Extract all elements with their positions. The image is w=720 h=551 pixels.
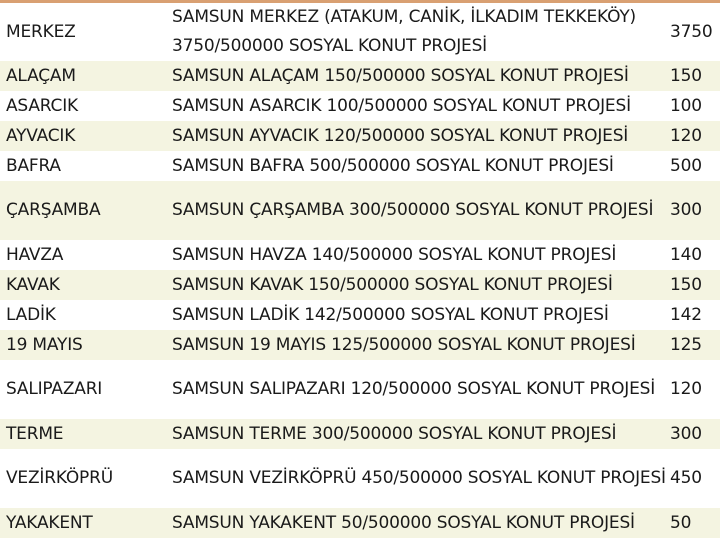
district-cell: LADİK — [6, 304, 56, 325]
table-row: TERME SAMSUN TERME 300/500000 SOSYAL KONU… — [0, 419, 720, 449]
count-cell: 3750 — [670, 21, 713, 42]
district-cell: YAKAKENT — [6, 512, 93, 533]
count-cell: 100 — [670, 95, 702, 116]
district-cell: AYVACIK — [6, 125, 76, 146]
district-cell: ALAÇAM — [6, 65, 76, 86]
project-cell: SAMSUN 19 MAYIS 125/500000 SOSYAL KONUT … — [172, 334, 636, 355]
table-body: MERKEZ SAMSUN MERKEZ (ATAKUM, CANİK, İLKA… — [0, 3, 720, 538]
project-cell: SAMSUN LADİK 142/500000 SOSYAL KONUT PRO… — [172, 304, 609, 325]
project-cell: SAMSUN YAKAKENT 50/500000 SOSYAL KONUT P… — [172, 512, 635, 533]
count-cell: 300 — [670, 423, 702, 444]
project-cell: SAMSUN KAVAK 150/500000 SOSYAL KONUT PRO… — [172, 274, 613, 295]
table-row: BAFRA SAMSUN BAFRA 500/500000 SOSYAL KONU… — [0, 151, 720, 181]
table-row: SALIPAZARI SAMSUN SALIPAZARI 120/500000 S… — [0, 360, 720, 419]
district-cell: MERKEZ — [6, 21, 76, 42]
district-cell: KAVAK — [6, 274, 60, 295]
count-cell: 300 — [670, 200, 702, 220]
district-cell: BAFRA — [6, 155, 61, 176]
housing-projects-table: MERKEZ SAMSUN MERKEZ (ATAKUM, CANİK, İLKA… — [0, 3, 720, 538]
district-cell: ASARCIK — [6, 95, 78, 116]
project-cell: SAMSUN TERME 300/500000 SOSYAL KONUT PRO… — [172, 423, 617, 444]
count-cell: 150 — [670, 65, 702, 86]
district-cell: VEZİRKÖPRÜ — [6, 468, 113, 488]
table-row: LADİK SAMSUN LADİK 142/500000 SOSYAL KONU… — [0, 300, 720, 330]
project-cell: SAMSUN ALAÇAM 150/500000 SOSYAL KONUT PR… — [172, 65, 629, 86]
count-cell: 450 — [670, 468, 702, 488]
project-cell: SAMSUN AYVACIK 120/500000 SOSYAL KONUT P… — [172, 125, 629, 146]
count-cell: 120 — [670, 379, 702, 399]
district-cell: 19 MAYIS — [6, 334, 83, 355]
project-cell: SAMSUN VEZİRKÖPRÜ 450/500000 SOSYAL KONU… — [172, 468, 666, 488]
project-cell: SAMSUN SALIPAZARI 120/500000 SOSYAL KONU… — [172, 379, 656, 399]
district-cell: SALIPAZARI — [6, 379, 103, 399]
table-row: ASARCIK SAMSUN ASARCIK 100/500000 SOSYAL … — [0, 91, 720, 121]
count-cell: 142 — [670, 304, 702, 325]
table-row: 19 MAYIS SAMSUN 19 MAYIS 125/500000 SOSYA… — [0, 330, 720, 360]
project-cell: SAMSUN ASARCIK 100/500000 SOSYAL KONUT P… — [172, 95, 631, 116]
count-cell: 150 — [670, 274, 702, 295]
district-cell: ÇARŞAMBA — [6, 200, 101, 220]
project-cell: SAMSUN MERKEZ (ATAKUM, CANİK, İLKADIM TE… — [172, 7, 636, 56]
table-row: YAKAKENT SAMSUN YAKAKENT 50/500000 SOSYAL… — [0, 508, 720, 538]
table-row: MERKEZ SAMSUN MERKEZ (ATAKUM, CANİK, İLKA… — [0, 3, 720, 61]
count-cell: 120 — [670, 125, 702, 146]
project-cell: SAMSUN BAFRA 500/500000 SOSYAL KONUT PRO… — [172, 155, 614, 176]
count-cell: 140 — [670, 244, 702, 265]
table-row: KAVAK SAMSUN KAVAK 150/500000 SOSYAL KONU… — [0, 270, 720, 300]
project-cell: SAMSUN HAVZA 140/500000 SOSYAL KONUT PRO… — [172, 244, 617, 265]
count-cell: 125 — [670, 334, 702, 355]
table-row: AYVACIK SAMSUN AYVACIK 120/500000 SOSYAL … — [0, 121, 720, 151]
table-row: ALAÇAM SAMSUN ALAÇAM 150/500000 SOSYAL KO… — [0, 61, 720, 91]
table-row: VEZİRKÖPRÜ SAMSUN VEZİRKÖPRÜ 450/500000 S… — [0, 449, 720, 508]
district-cell: HAVZA — [6, 244, 64, 265]
count-cell: 50 — [670, 512, 692, 533]
count-cell: 500 — [670, 155, 702, 176]
table-row: ÇARŞAMBA SAMSUN ÇARŞAMBA 300/500000 SOSYA… — [0, 181, 720, 240]
table-row: HAVZA SAMSUN HAVZA 140/500000 SOSYAL KONU… — [0, 240, 720, 270]
table-top-border — [0, 0, 720, 3]
project-cell: SAMSUN ÇARŞAMBA 300/500000 SOSYAL KONUT … — [172, 200, 654, 220]
district-cell: TERME — [6, 423, 64, 444]
